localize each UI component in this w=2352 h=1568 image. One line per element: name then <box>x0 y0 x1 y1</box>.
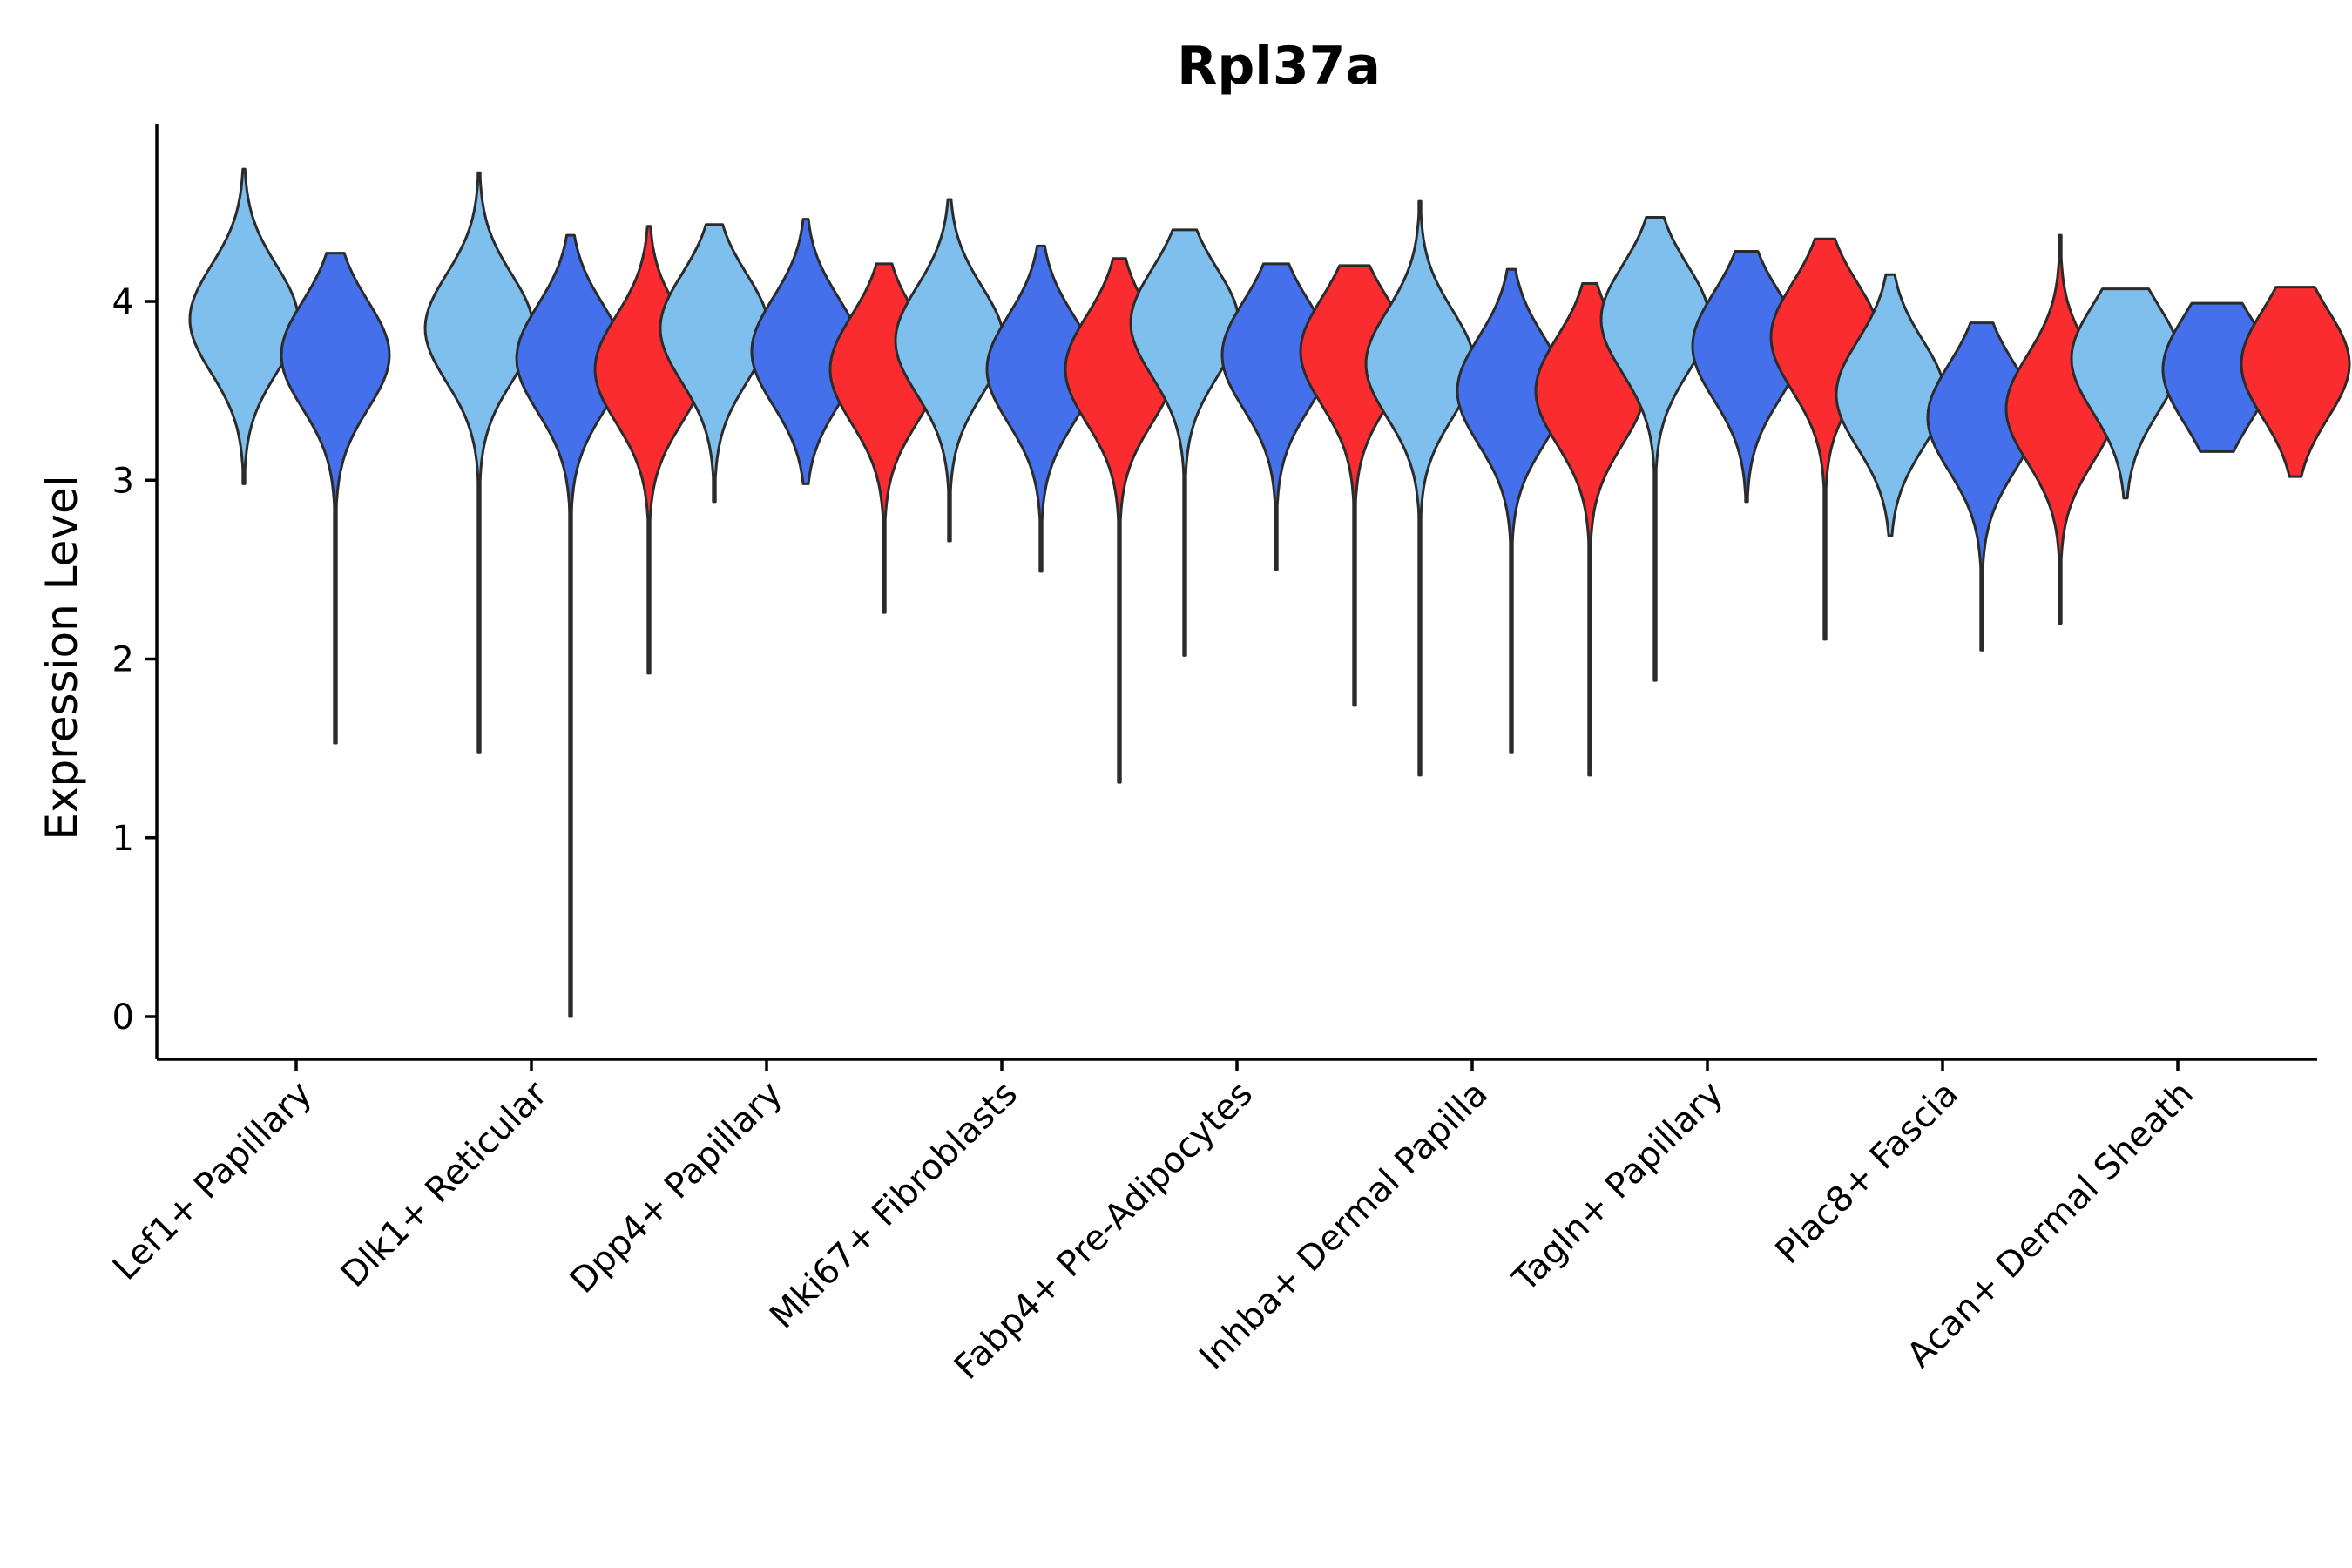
x-tick-label: Lef1+ Papillary <box>105 1074 320 1288</box>
y-tick-label: 0 <box>112 997 134 1037</box>
violin-4-0 <box>1129 228 1240 657</box>
violin-7-2 <box>2004 233 2116 625</box>
chart-title: Rpl37a <box>1177 36 1381 97</box>
x-tick-label: Dlk1+ Reticular <box>334 1073 556 1295</box>
violin-5-1 <box>1456 267 1567 754</box>
y-axis-label: Expression Level <box>37 475 87 840</box>
x-ticks-layer: Lef1+ Papillary Dlk1+ Reticular Dpp4+ Papi… <box>105 1059 2201 1388</box>
x-tick-label: Tagln+ Papillary <box>1504 1074 1731 1301</box>
violin-1-1 <box>515 233 626 1018</box>
violin-1-0 <box>423 171 535 754</box>
violin-3-2 <box>1064 257 1175 784</box>
y-tick-label: 1 <box>112 819 134 859</box>
x-tick-label: Dpp4+ Papillary <box>563 1074 790 1301</box>
violin-8-0 <box>2070 287 2181 500</box>
y-tick-label: 3 <box>112 461 134 501</box>
violin-2-0 <box>659 223 770 504</box>
y-tick-label: 4 <box>112 282 134 322</box>
violin-6-1 <box>1691 250 1802 504</box>
x-tick-label: Plac8+ Fascia <box>1768 1074 1967 1273</box>
y-ticks-layer: 0 1 2 3 4 <box>112 282 157 1037</box>
x-tick-label: Mki67+ Fibroblasts <box>762 1074 1025 1337</box>
violin-7-0 <box>1835 273 1946 537</box>
violin-6-0 <box>1599 216 1711 682</box>
violin-0-1 <box>280 252 391 745</box>
violin-5-2 <box>1534 282 1646 777</box>
violin-5-0 <box>1364 199 1476 777</box>
violin-6-2 <box>1769 237 1881 641</box>
y-tick-label: 2 <box>112 640 134 680</box>
violin-0-0 <box>188 167 300 485</box>
violins-layer <box>188 167 2351 1018</box>
violin-8-2 <box>2240 286 2351 478</box>
violin-3-1 <box>985 244 1097 573</box>
violin-3-0 <box>894 198 1005 543</box>
